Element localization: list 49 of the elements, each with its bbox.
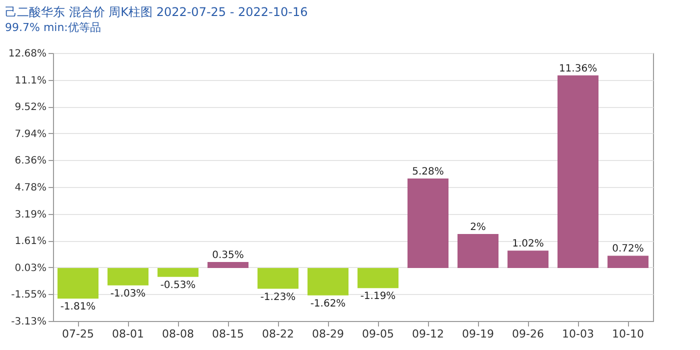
data-label: 0.35% — [212, 250, 244, 262]
bar — [458, 234, 498, 268]
x-tick-label: 09-26 — [512, 328, 544, 340]
data-label: -1.03% — [110, 288, 146, 300]
bar — [608, 256, 648, 268]
x-tick-label: 10-10 — [612, 328, 644, 340]
data-label: 0.72% — [612, 244, 644, 255]
x-tick-label: 08-01 — [112, 328, 144, 340]
bar — [558, 75, 598, 268]
y-tick-label: 6.36% — [14, 156, 46, 167]
bar — [408, 178, 448, 268]
y-tick-label: 7.94% — [14, 128, 46, 140]
data-label: -1.81% — [60, 302, 96, 313]
data-label: 5.28% — [412, 166, 444, 178]
x-tick-label: 10-03 — [562, 328, 594, 340]
x-tick-label: 09-05 — [362, 328, 394, 340]
y-tick-label: 12.68% — [8, 48, 46, 60]
data-label: 1.02% — [512, 238, 544, 250]
data-label: -1.23% — [260, 292, 296, 303]
data-label: -1.19% — [360, 291, 396, 302]
y-tick-label: 0.03% — [14, 262, 46, 274]
data-label: -0.53% — [160, 280, 196, 291]
x-tick-label: 08-22 — [262, 328, 294, 340]
y-tick-label: -1.55% — [11, 290, 46, 301]
data-label: -1.62% — [310, 298, 346, 310]
y-tick-label: 3.19% — [14, 209, 46, 220]
x-tick-label: 09-19 — [462, 328, 494, 340]
y-tick-label: 4.78% — [14, 182, 46, 194]
y-tick-label: -3.13% — [11, 316, 46, 328]
bar — [108, 268, 148, 286]
x-tick-label: 08-29 — [312, 328, 344, 340]
bar — [258, 268, 298, 289]
chart-title: 己二酸华东 混合价 周K柱图 2022-07-25 - 2022-10-16 — [5, 5, 308, 19]
y-tick-label: 1.61% — [14, 236, 46, 248]
bar — [158, 268, 198, 277]
x-tick-label: 09-12 — [412, 328, 444, 340]
x-tick-label: 07-25 — [62, 328, 94, 340]
chart-subtitle: 99.7% min:优等品 — [5, 21, 101, 34]
x-tick-label: 08-15 — [212, 328, 244, 340]
bar — [58, 268, 98, 299]
bar — [208, 262, 248, 268]
data-label: 11.36% — [558, 63, 598, 74]
x-tick-label: 08-08 — [162, 328, 194, 340]
bar — [308, 268, 348, 296]
y-tick-label: 11.1% — [14, 75, 46, 86]
y-tick-label: 9.52% — [14, 102, 46, 114]
bar — [508, 250, 548, 268]
data-label: 2% — [470, 222, 486, 234]
bar — [358, 268, 398, 288]
